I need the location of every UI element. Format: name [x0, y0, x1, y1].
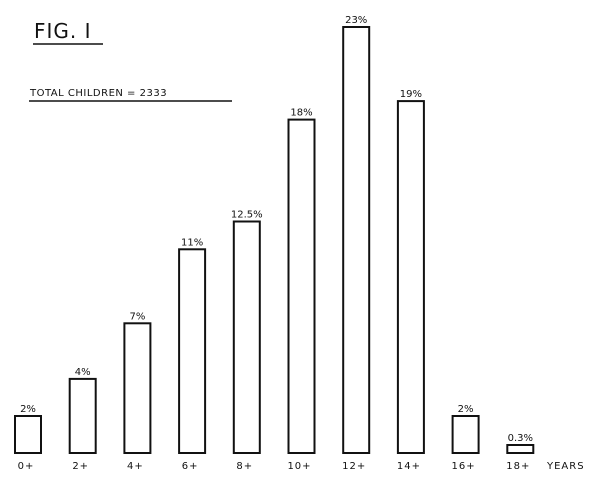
data-label-group: 2% 4% 7% 11% 12.5% 18% 23% 19% 2% 0.3%	[20, 15, 533, 444]
x-tick-14+: 14+	[397, 461, 421, 472]
x-tick-10+: 10+	[287, 461, 311, 472]
data-label-14+: 19%	[400, 89, 422, 100]
chart-title: FIG. I	[34, 19, 92, 43]
x-tick-0+: 0+	[18, 461, 35, 472]
bar-18+	[506, 444, 535, 454]
data-label-12+: 23%	[345, 15, 367, 26]
bar-14+	[396, 100, 425, 454]
data-label-4+: 7%	[129, 311, 145, 322]
data-label-18+: 0.3%	[508, 433, 533, 444]
data-label-0+: 2%	[20, 404, 36, 415]
x-tick-group: 0+ 2+ 4+ 6+ 8+ 10+ 12+ 14+ 16+ 18+	[18, 461, 530, 472]
bar-16+	[451, 415, 480, 454]
chart-subtitle: TOTAL CHILDREN = 2333	[29, 88, 167, 99]
x-tick-18+: 18+	[506, 461, 530, 472]
bar-10+	[287, 118, 316, 454]
bar-group	[14, 26, 535, 454]
x-tick-8+: 8+	[236, 461, 253, 472]
bar-12+	[342, 26, 371, 454]
data-label-6+: 11%	[181, 237, 203, 248]
x-tick-2+: 2+	[72, 461, 89, 472]
bar-8+	[232, 220, 261, 454]
bar-0+	[14, 415, 42, 454]
data-label-2+: 4%	[75, 367, 91, 378]
x-tick-12+: 12+	[342, 461, 366, 472]
data-label-8+: 12.5%	[231, 210, 263, 221]
bar-2+	[68, 377, 97, 454]
x-tick-4+: 4+	[127, 461, 144, 472]
bar-6+	[178, 248, 207, 454]
data-label-10+: 18%	[290, 108, 312, 119]
x-axis-label: YEARS	[546, 461, 585, 472]
x-tick-16+: 16+	[452, 461, 476, 472]
x-tick-6+: 6+	[182, 461, 199, 472]
data-label-16+: 2%	[458, 404, 474, 415]
bar-4+	[123, 322, 152, 454]
